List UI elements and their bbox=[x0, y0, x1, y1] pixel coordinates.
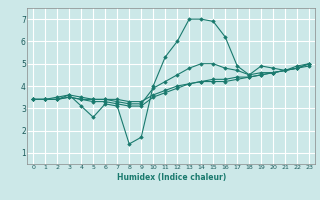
X-axis label: Humidex (Indice chaleur): Humidex (Indice chaleur) bbox=[116, 173, 226, 182]
